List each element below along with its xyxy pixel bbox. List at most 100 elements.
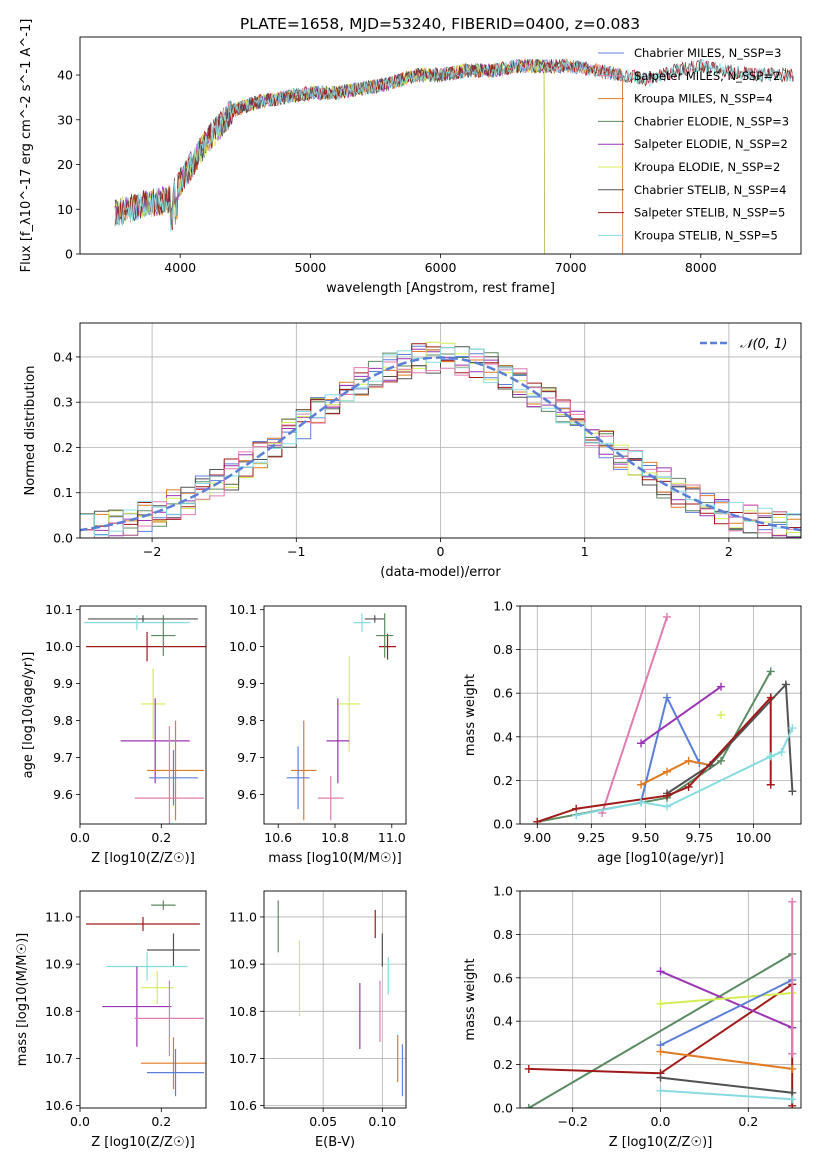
error-bar-point — [140, 668, 166, 740]
y-axis-label: age [log10(age/yr)] — [21, 652, 36, 779]
weight-marker — [662, 791, 671, 800]
legend-label: 𝒩(0, 1) — [740, 337, 787, 352]
y-tick-label: 0 — [65, 247, 73, 262]
residual-histogram-chart: −2 −1 0 1 2 0.0 0.1 0.2 0.3 0.4 (data-model)/error… — [23, 322, 802, 580]
y-tick-label: 9.7 — [237, 750, 257, 765]
x-tick-label: 9.75 — [685, 830, 713, 845]
y-tick-label: 40 — [57, 68, 73, 83]
weight-marker — [684, 782, 693, 791]
figure-title: PLATE=1658, MJD=53240, FIBERID=0400, z=0… — [240, 15, 640, 33]
axes-frame — [79, 36, 802, 255]
weight-line — [660, 1076, 793, 1094]
x-tick-label: 5000 — [294, 260, 326, 275]
weight-line — [528, 953, 793, 1108]
weight-marker — [781, 680, 790, 689]
weight-marker — [662, 612, 671, 621]
axes-frame — [79, 890, 207, 1109]
weight-line — [660, 970, 793, 1029]
error-bar-point — [88, 615, 198, 623]
weight-marker — [777, 748, 786, 757]
y-tick-label: 11.0 — [229, 909, 257, 924]
spectrum-line — [114, 58, 545, 254]
legend-label: Kroupa STELIB, N_SSP=5 — [634, 228, 778, 242]
y-tick-label: 9.9 — [237, 676, 257, 691]
weight-line — [640, 759, 711, 786]
axes-frame — [519, 605, 802, 825]
weight-line — [576, 727, 794, 817]
x-tick-label: 0.0 — [70, 1114, 90, 1129]
mass-weight-vs-age-chart: 9.00 9.25 9.50 9.75 10.00 0.0 0.2 0.4 0.6 0.8 1.0 a… — [463, 599, 802, 866]
x-tick-label: 0.0 — [651, 1114, 671, 1129]
y-tick-label: 10.0 — [229, 639, 257, 654]
legend-label: Kroupa ELODIE, N_SSP=2 — [634, 160, 780, 174]
y-tick-label: 0.0 — [493, 1101, 513, 1116]
x-tick-label: 0.05 — [309, 1114, 337, 1129]
weight-marker — [662, 693, 671, 702]
legend-label: Salpeter ELODIE, N_SSP=2 — [634, 137, 788, 151]
weight-line — [536, 695, 772, 823]
y-axis-label: mass [log10(M/M☉)] — [15, 933, 30, 1066]
error-bar-point — [286, 746, 310, 810]
error-bar-point — [86, 916, 200, 932]
y-tick-label: 11.0 — [45, 909, 73, 924]
x-axis-label: mass [log10(M/M☉)] — [268, 851, 401, 866]
mass-vs-metallicity-chart: 0.0 0.2 10.6 10.7 10.8 10.9 11.0 Z [log10(Z/Z☉)… — [15, 890, 207, 1150]
spectrum-line — [114, 58, 545, 254]
plot-area — [524, 897, 797, 1108]
x-tick-label: 0.2 — [151, 830, 171, 845]
x-tick-label: 10.00 — [736, 830, 772, 845]
x-tick-label: 9.25 — [577, 830, 605, 845]
y-tick-label: 10.9 — [229, 957, 257, 972]
x-tick-label: −1 — [287, 544, 305, 559]
plot-area — [286, 613, 397, 821]
y-tick-label: 10.8 — [45, 1004, 73, 1019]
legend-label: Kroupa MILES, N_SSP=4 — [634, 92, 773, 106]
x-axis-label: E(B-V) — [315, 1135, 355, 1150]
plot-area — [114, 57, 795, 254]
y-tick-label: 10 — [57, 202, 73, 217]
y-tick-label: 0.2 — [53, 440, 73, 455]
error-bar-point — [134, 726, 204, 824]
y-tick-label: 0.3 — [53, 395, 73, 410]
x-tick-label: 0.0 — [70, 830, 90, 845]
weight-marker — [788, 1064, 797, 1073]
y-tick-label: 9.6 — [237, 787, 257, 802]
error-bar-point — [106, 952, 188, 981]
y-axis-label: mass weight — [463, 958, 478, 1040]
y-tick-label: 30 — [57, 112, 73, 127]
y-tick-label: 10.1 — [229, 602, 257, 617]
y-tick-label: 10.0 — [45, 639, 73, 654]
weight-marker — [788, 1049, 797, 1058]
axes-frame — [79, 322, 802, 539]
axes-frame — [263, 890, 407, 1109]
error-bar-point — [379, 633, 397, 660]
mass-weight-vs-metallicity-chart: −0.2 0.0 0.2 0.0 0.2 0.4 0.6 0.8 1.0 Z [log10(Z/Z… — [463, 884, 802, 1150]
y-tick-label: 10.7 — [229, 1051, 257, 1066]
x-tick-label: 0.10 — [368, 1114, 396, 1129]
weight-line — [660, 979, 793, 1046]
axes-frame — [263, 605, 407, 825]
weight-marker — [684, 756, 693, 765]
weight-marker — [788, 1095, 797, 1104]
x-axis-label: age [log10(age/yr)] — [597, 851, 724, 866]
weight-line — [601, 616, 668, 814]
y-tick-label: 0.0 — [493, 817, 513, 832]
y-tick-label: 10.6 — [229, 1098, 257, 1113]
y-tick-label: 0.4 — [53, 349, 73, 364]
error-bar-point — [86, 631, 206, 662]
x-axis-label: Z [log10(Z/Z☉)] — [91, 1135, 195, 1150]
error-bar-point — [326, 698, 350, 784]
y-tick-label: 0.2 — [493, 773, 513, 788]
x-axis-label: Z [log10(Z/Z☉)] — [91, 851, 195, 866]
weight-marker — [717, 711, 726, 719]
weight-marker — [656, 1086, 665, 1095]
weight-marker — [637, 739, 646, 748]
legend-label: Salpeter MILES, N_SSP=2 — [634, 69, 780, 83]
y-tick-label: 0.0 — [53, 531, 73, 546]
weight-marker — [766, 752, 775, 761]
y-tick-label: 9.6 — [53, 787, 73, 802]
axes-frame — [519, 890, 802, 1109]
weight-marker — [656, 999, 665, 1008]
x-tick-label: 8000 — [685, 260, 717, 275]
